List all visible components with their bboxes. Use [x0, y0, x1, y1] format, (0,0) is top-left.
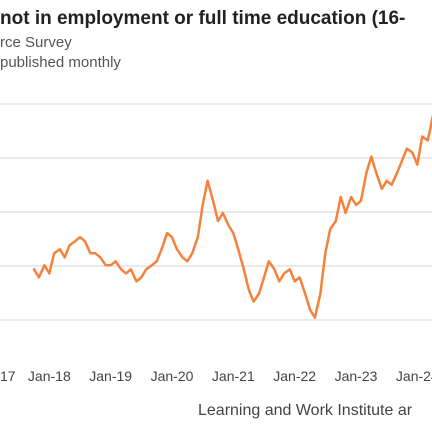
chart-subtitle: rce Survey	[0, 34, 72, 51]
chart-title: not in employment or full time education…	[0, 8, 406, 29]
x-tick-label: Jan-22	[273, 368, 316, 384]
x-tick-label: Jan-19	[89, 368, 132, 384]
series-line-0	[32, 115, 432, 319]
x-tick-label: Jan-24	[396, 368, 432, 384]
source-credit: Learning and Work Institute ar	[198, 402, 413, 419]
x-tick-label: Jan-18	[28, 368, 71, 384]
x-tick-label: 17	[0, 368, 16, 384]
chart-note: published monthly	[0, 54, 121, 71]
x-axis-ticks: 17 Jan-18 Jan-19 Jan-20 Jan-21 Jan-22 Jan-23 Ja…	[0, 368, 432, 384]
series-layer	[32, 115, 432, 319]
x-tick-label: Jan-21	[212, 368, 255, 384]
grid-layer	[0, 103, 432, 321]
x-tick-label: Jan-20	[151, 368, 194, 384]
x-tick-label: Jan-23	[335, 368, 378, 384]
